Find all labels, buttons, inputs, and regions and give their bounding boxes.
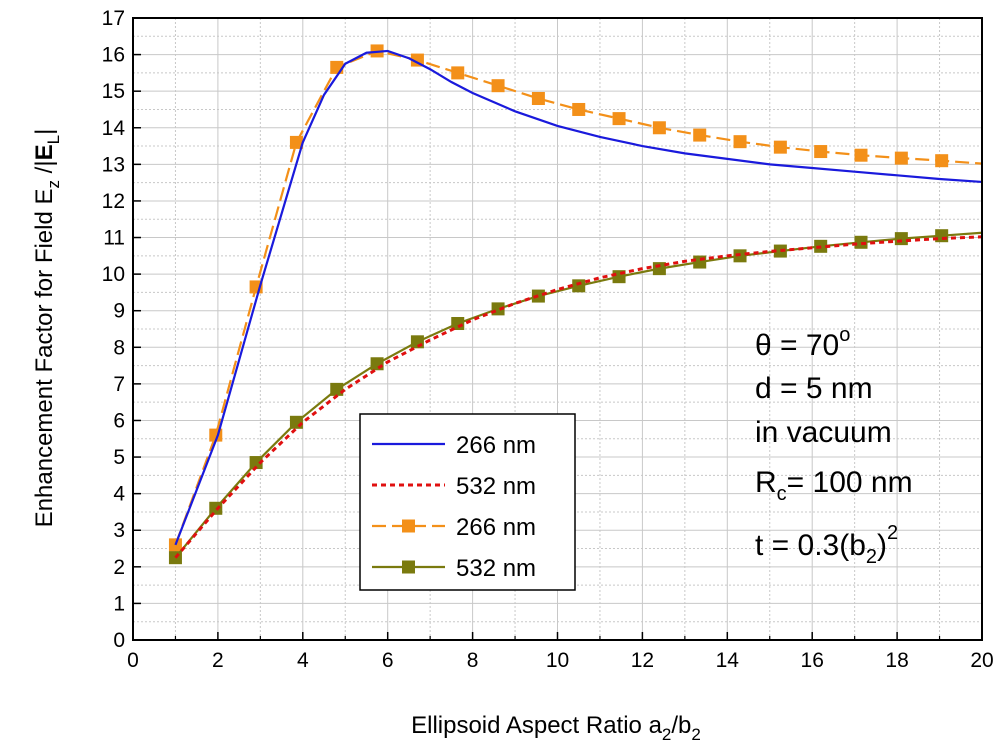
legend-item-4: 532 nm	[372, 555, 536, 582]
series-line	[174, 235, 983, 559]
series-2	[174, 235, 983, 559]
y-tick-label: 2	[113, 556, 125, 579]
data-point	[330, 60, 344, 74]
x-tick-label: 6	[382, 649, 394, 672]
y-tick-label: 11	[103, 227, 125, 250]
y-tick-label: 17	[102, 7, 125, 30]
data-point	[531, 289, 545, 303]
y-tick-label: 6	[113, 409, 125, 432]
data-point	[854, 148, 868, 162]
x-tick-label: 14	[716, 649, 740, 672]
data-point	[773, 140, 787, 154]
y-tick-label: 15	[102, 80, 125, 103]
legend-label: 532 nm	[456, 555, 536, 582]
data-point	[531, 91, 545, 105]
x-tick-label: 16	[801, 649, 824, 672]
data-point	[410, 335, 424, 349]
data-point	[209, 501, 223, 515]
data-point	[652, 121, 666, 135]
y-tick-label: 12	[102, 190, 125, 213]
legend-marker	[402, 560, 415, 574]
x-tick-label: 20	[970, 649, 993, 672]
y-tick-label: 9	[113, 300, 125, 323]
x-tick-label: 4	[297, 649, 309, 672]
tick-labels: 0 2 4 6 8 10 12 14 16 18 2001234567891011121314151…	[102, 7, 994, 672]
x-tick-label: 18	[885, 649, 908, 672]
x-tick-label: 0	[127, 649, 139, 672]
data-point	[370, 357, 384, 371]
y-tick-label: 13	[102, 153, 125, 176]
y-tick-label: 5	[113, 446, 125, 469]
legend-marker	[402, 519, 415, 533]
data-point	[693, 128, 707, 142]
annotations: θ = 70o d = 5 nm in vacuum Rc= 100 nm t …	[755, 324, 913, 568]
annotation-t: t = 0.3(b2)2	[755, 522, 898, 568]
y-axis-title: Enhancement Factor for Field Ez /|EL|	[31, 129, 63, 528]
data-point	[451, 66, 465, 80]
y-tick-label: 1	[113, 592, 125, 615]
y-tick-label: 4	[113, 483, 125, 506]
x-tick-label: 10	[546, 649, 569, 672]
data-point	[854, 235, 868, 249]
data-point	[572, 279, 586, 293]
y-tick-label: 8	[113, 336, 125, 359]
data-point	[330, 382, 344, 396]
legend-label: 532 nm	[456, 473, 536, 500]
data-point	[894, 232, 908, 246]
data-point	[249, 456, 263, 470]
y-tick-label: 3	[113, 519, 125, 542]
data-point	[491, 79, 505, 93]
x-axis-title: Ellipsoid Aspect Ratio a2/b2	[411, 712, 701, 744]
y-tick-label: 10	[102, 263, 125, 286]
series-3	[168, 44, 983, 552]
data-point	[814, 145, 828, 159]
legend-item-2: 532 nm	[372, 473, 536, 500]
annotation-theta: θ = 70o	[755, 324, 850, 362]
series-layer	[168, 44, 983, 565]
legend-item-1: 266 nm	[372, 432, 536, 459]
y-tick-label: 16	[102, 44, 125, 67]
x-tick-label: 8	[467, 649, 479, 672]
annotation-rc: Rc= 100 nm	[755, 466, 913, 505]
data-point	[935, 154, 949, 168]
data-point	[612, 112, 626, 126]
data-point	[652, 262, 666, 276]
data-point	[894, 151, 908, 165]
legend-label: 266 nm	[456, 514, 536, 541]
data-point	[773, 244, 787, 258]
y-tick-label: 14	[102, 117, 126, 140]
ticks	[132, 17, 983, 641]
x-tick-label: 2	[212, 649, 224, 672]
x-tick-label: 12	[631, 649, 654, 672]
series-line	[174, 49, 983, 546]
legend: 266 nm 532 nm 266 nm 532 nm	[359, 413, 576, 591]
data-point	[572, 102, 586, 116]
series-line	[174, 49, 983, 546]
data-point	[289, 135, 303, 149]
y-tick-label: 0	[113, 629, 125, 652]
series-1	[174, 49, 983, 546]
data-point	[733, 135, 747, 149]
legend-item-3: 266 nm	[372, 514, 536, 541]
annotation-d: d = 5 nm	[755, 372, 873, 405]
y-tick-label: 7	[113, 373, 125, 396]
legend-label: 266 nm	[456, 432, 536, 459]
annotation-medium: in vacuum	[755, 416, 892, 449]
